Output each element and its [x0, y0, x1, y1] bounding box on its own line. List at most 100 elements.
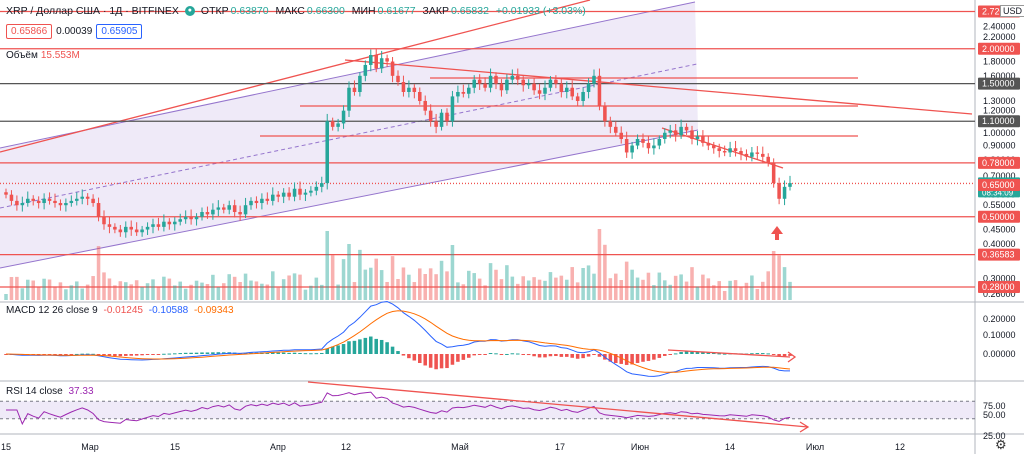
candle-body	[766, 156, 770, 163]
volume-bar	[374, 258, 378, 300]
candle-body	[771, 162, 776, 184]
price-tick-label: 1.80000	[983, 57, 1016, 67]
macd-hist-bar	[374, 338, 378, 354]
eye-icon[interactable]: ●	[184, 6, 195, 16]
volume-bar	[80, 288, 84, 300]
sell-button[interactable]: 0.65866	[6, 24, 53, 39]
candle-body	[548, 79, 553, 88]
volume-bar	[303, 289, 308, 300]
macd-hist-bar	[336, 345, 340, 354]
candle-body	[58, 203, 63, 206]
macd-hist-bar	[113, 354, 117, 357]
volume-bar	[761, 281, 765, 300]
candle-body	[592, 75, 596, 84]
candle-body	[439, 112, 444, 127]
volume-bar	[271, 271, 275, 300]
macd-tick-label: 0.00000	[983, 349, 1016, 359]
candle-body	[151, 224, 155, 227]
volume-bar	[118, 281, 123, 300]
volume-bar	[586, 265, 591, 300]
candle-body	[53, 200, 57, 204]
candle-body	[418, 91, 422, 101]
trend-line	[0, 0, 591, 153]
volume-bar	[53, 286, 57, 300]
macd-hist-bar	[298, 352, 302, 354]
volume-bar	[701, 274, 705, 300]
volume-bar	[526, 280, 531, 300]
price-badge	[978, 42, 1020, 55]
volume-bar	[663, 280, 667, 300]
currency-label[interactable]: USD	[1000, 5, 1024, 17]
volume-bar	[450, 245, 455, 300]
candle-body	[276, 194, 280, 197]
candle-body	[140, 229, 144, 233]
time-axis-label: Июл	[806, 442, 824, 452]
volume-bar	[178, 281, 182, 300]
candle-body	[488, 75, 493, 88]
macd-hist-bar	[619, 354, 623, 364]
time-axis-label: Июн	[631, 442, 649, 452]
volume-bar	[205, 284, 210, 300]
volume-bar	[722, 290, 727, 300]
macd-hist-bar	[53, 354, 57, 355]
macd-hist-bar	[701, 352, 705, 354]
volume-bar	[9, 277, 14, 300]
candle-body	[156, 224, 161, 227]
candle-body	[543, 87, 547, 94]
volume-bar	[744, 282, 749, 300]
symbol-title[interactable]: XRP / Доллар США · 1Д · BITFINEX	[6, 5, 179, 17]
macd-hist-bar	[134, 354, 139, 356]
candle-body	[243, 205, 248, 215]
macd-hist-bar	[314, 353, 319, 355]
macd-hist-bar	[521, 354, 525, 355]
macd-hist-bar	[303, 353, 308, 355]
countdown-label: 08:34:09	[982, 188, 1014, 197]
macd-hist-bar	[412, 354, 417, 361]
candle-body	[755, 152, 760, 154]
change-value: +0.01933 (+3.03%)	[495, 5, 586, 17]
candle-body	[162, 221, 166, 227]
candle-body	[298, 188, 302, 195]
macd-label[interactable]: MACD 12 26 close 9	[6, 305, 98, 316]
candle-body	[20, 203, 25, 206]
volume-bar	[418, 268, 422, 300]
candle-body	[336, 123, 340, 127]
buy-button[interactable]: 0.65905	[96, 24, 143, 39]
price-badge-label: 0.36583	[982, 250, 1015, 260]
rsi-label[interactable]: RSI 14 close	[6, 386, 63, 397]
volume-bar	[20, 288, 25, 300]
channel-bottom-line	[0, 129, 699, 269]
macd-hist-bar	[69, 354, 74, 355]
candle-body	[456, 91, 460, 97]
price-tick-label: 2.20000	[983, 32, 1016, 42]
price-tick-label: 0.40000	[983, 239, 1016, 249]
volume-bar	[407, 274, 411, 300]
price-badge-label: 0.28000	[982, 282, 1015, 292]
arrow-up-icon	[771, 226, 783, 240]
price-badge	[978, 210, 1020, 223]
volume-bar	[739, 286, 743, 300]
candle-body	[347, 87, 351, 111]
candle-body	[733, 148, 738, 152]
macd-hist-bar	[554, 354, 558, 357]
price-badge	[978, 178, 1020, 191]
macd-hist-bar	[281, 352, 286, 354]
volume-bar	[690, 267, 694, 300]
candle-body	[516, 75, 520, 80]
macd-hist-bar	[140, 354, 144, 356]
macd-hist-bar	[570, 354, 574, 358]
candle-body	[581, 91, 585, 101]
candle-body	[314, 186, 319, 191]
volume-bar	[102, 272, 106, 300]
candle-body	[15, 200, 19, 206]
candle-body	[145, 226, 150, 230]
rsi-legend: RSI 14 close 37.33	[6, 386, 94, 397]
ohlc-readout: ОТКР 0.63870 МАКС 0.66300 МИН 0.61677 ЗАКР 0…	[201, 5, 590, 17]
gear-icon[interactable]: ⚙	[995, 437, 1007, 452]
macd-hist-bar	[162, 353, 166, 355]
candle-body	[113, 226, 117, 230]
candle-body	[232, 205, 237, 213]
candle-body	[467, 87, 471, 94]
high-label: МАКС	[275, 5, 305, 17]
